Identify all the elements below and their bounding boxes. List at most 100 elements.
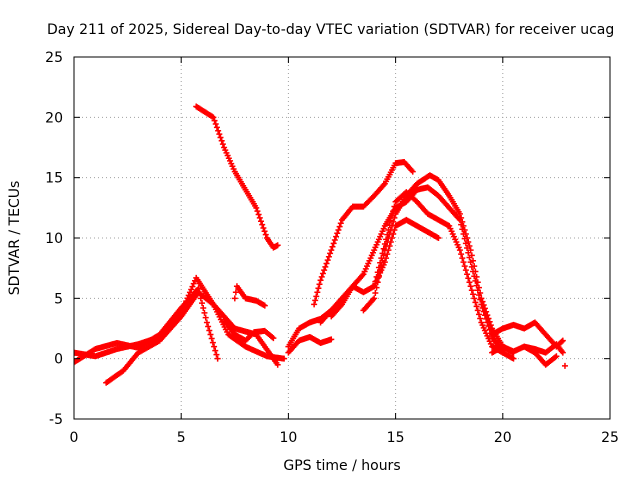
data-point [259, 221, 266, 228]
data-point [371, 295, 378, 302]
data-point [327, 250, 334, 257]
data-point [325, 253, 332, 260]
data-point [458, 214, 465, 221]
data-point [485, 315, 492, 322]
data-point [315, 285, 322, 292]
data-point [381, 241, 388, 248]
data-point [467, 283, 474, 290]
data-point [487, 322, 494, 329]
data-point [480, 302, 487, 309]
data-point [559, 337, 566, 344]
data-point [561, 362, 568, 369]
data-point [211, 117, 218, 124]
data-point [256, 214, 263, 221]
data-point [559, 349, 566, 356]
data-point [477, 289, 484, 296]
data-point [373, 273, 380, 280]
data-point [477, 315, 484, 322]
data-point [371, 283, 378, 290]
data-point [390, 208, 397, 215]
series-track-3 [103, 289, 281, 386]
grid-lines [74, 57, 610, 419]
axis-ticks: 0 5 10 15 20 25 -5 0 5 10 15 20 25 [45, 50, 619, 446]
data-point [335, 226, 342, 233]
data-point [473, 273, 480, 280]
data-point [475, 284, 482, 291]
data-point [216, 131, 223, 138]
data-point [459, 218, 466, 225]
data-point [483, 308, 490, 315]
data-point [269, 334, 276, 341]
data-point [208, 335, 215, 342]
data-point [467, 247, 474, 254]
data-point [552, 354, 559, 361]
series-track-11 [328, 184, 506, 356]
series-track-16 [521, 343, 560, 368]
data-point [510, 355, 517, 362]
data-point [212, 121, 219, 128]
data-point [201, 309, 208, 316]
data-point [372, 289, 379, 296]
series-track-5 [231, 283, 268, 309]
data-point [475, 311, 482, 318]
series-track-6 [221, 317, 277, 344]
data-point [334, 230, 341, 237]
y-tick-label: 0 [54, 352, 63, 368]
series-track-17 [561, 362, 568, 369]
data-point [385, 226, 392, 233]
x-tick-label: 25 [601, 430, 619, 446]
data-point [377, 259, 384, 266]
data-point [466, 279, 473, 286]
data-point [324, 257, 331, 264]
y-axis-title: SDTVAR / TECUs [7, 181, 23, 296]
data-point [321, 267, 328, 274]
data-point [205, 323, 212, 330]
x-tick-label: 5 [177, 430, 186, 446]
series-track-9 [311, 158, 416, 308]
y-tick-label: -5 [49, 412, 63, 428]
data-point [215, 127, 222, 134]
data-point [378, 255, 385, 262]
data-point [383, 236, 390, 243]
data-point [472, 299, 479, 306]
series-track-2 [74, 285, 221, 366]
data-point [317, 277, 324, 284]
data-point [462, 267, 469, 274]
data-point [274, 361, 281, 368]
data-point [379, 250, 386, 257]
series-track-4 [193, 103, 281, 251]
data-point [258, 218, 265, 225]
x-tick-label: 20 [494, 430, 512, 446]
data-point [232, 289, 239, 296]
data-point [328, 247, 335, 254]
data-point [209, 339, 216, 346]
x-tick-label: 10 [279, 430, 297, 446]
y-tick-label: 5 [54, 291, 63, 307]
data-point [199, 300, 206, 307]
data-point [311, 301, 318, 308]
data-point [409, 168, 416, 175]
data-point [270, 335, 277, 342]
data-point [459, 255, 466, 262]
y-tick-label: 20 [45, 110, 63, 126]
data-point [465, 275, 472, 282]
data-point [470, 291, 477, 298]
y-tick-label: 15 [45, 171, 63, 187]
data-point [231, 295, 238, 302]
x-tick-label: 15 [387, 430, 405, 446]
data-point [481, 305, 488, 312]
data-point [254, 208, 261, 215]
data-point [330, 240, 337, 247]
data-point [460, 222, 467, 229]
data-point [464, 271, 471, 278]
data-point [465, 239, 472, 246]
data-point [200, 304, 207, 311]
data-point [322, 263, 329, 270]
data-point [213, 351, 220, 358]
x-tick-label: 0 [70, 430, 79, 446]
data-point [484, 312, 491, 319]
data-point [474, 279, 481, 286]
data-point [461, 263, 468, 270]
data-point [478, 295, 485, 302]
